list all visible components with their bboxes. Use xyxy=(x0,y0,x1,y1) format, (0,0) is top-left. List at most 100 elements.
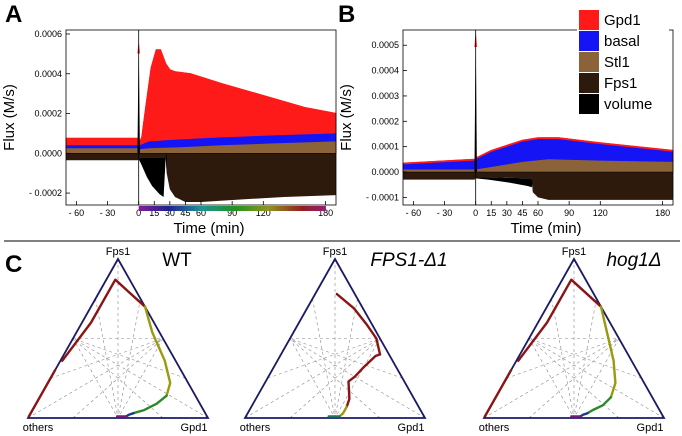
ternary-1-grid-line xyxy=(267,338,381,379)
legend-label-basal: basal xyxy=(604,33,640,50)
time-bar-segment xyxy=(201,206,205,211)
chart-b-x-tick-label: 180 xyxy=(655,208,670,218)
time-bar-segment xyxy=(157,206,161,211)
ternary-2-outline xyxy=(482,257,666,419)
time-bar-segment xyxy=(303,206,308,211)
chart-b-x-tick-label: 30 xyxy=(502,208,512,218)
ternary-1-median-line xyxy=(289,338,426,419)
chart-b-areas xyxy=(402,30,674,205)
ternary-0-vertex-label-top: Fps1 xyxy=(106,246,130,258)
chart-b-ticks: - 0.0001 0.0000 0.0001 0.0002 0.0003 0.0004 0.… xyxy=(366,40,670,218)
ternary-0-trajectory xyxy=(61,278,147,362)
ternary-2-grid-line xyxy=(506,338,620,379)
time-bar-segment xyxy=(225,206,230,211)
ternary-0-trajectory xyxy=(132,394,168,415)
ternary-2-trajectory xyxy=(599,305,617,399)
panel-letter-a: A xyxy=(5,1,22,28)
chart-b-x-tick-label: - 60 xyxy=(406,208,422,218)
ternary-2-median-line xyxy=(528,338,665,419)
chart-b-x-tick-label: 15 xyxy=(486,208,496,218)
time-bar-segment xyxy=(148,206,152,211)
chart-b-y-tick-label: 0.0005 xyxy=(371,40,399,50)
chart-a-x-tick-label: 90 xyxy=(227,208,237,218)
ternary-1-outline xyxy=(243,257,427,419)
ternary-0-outline xyxy=(26,257,210,419)
ternary-plot-hog1-delta: Fps1 others Gpd1 hog1Δ xyxy=(479,246,666,434)
chart-a-y-tick-label: 0.0000 xyxy=(34,148,62,158)
chart-b-y-tick-label: - 0.0001 xyxy=(366,192,399,202)
time-bar-segment xyxy=(138,206,143,211)
chart-b-x-tick-label: - 30 xyxy=(437,208,453,218)
ternary-2-trajectory xyxy=(517,278,603,362)
legend-label-stl1: Stl1 xyxy=(604,54,630,71)
chart-b-x-tick-label: 45 xyxy=(517,208,527,218)
time-bar-segment xyxy=(160,206,164,211)
ternary-2-grid-line xyxy=(528,338,620,419)
time-bar-segment xyxy=(172,206,177,211)
ternary-2-vertex-label-top: Fps1 xyxy=(562,246,586,258)
ternary-1-grid-line xyxy=(312,298,336,419)
time-bar-segment xyxy=(285,206,289,211)
ternary-1-trajectory xyxy=(338,405,348,418)
legend-swatch-gpd1 xyxy=(579,10,599,30)
time-bar-segment xyxy=(253,206,258,211)
time-bar-segment xyxy=(257,206,261,211)
panel-letter-b: B xyxy=(338,1,355,28)
ternary-1-trajectory xyxy=(345,353,382,409)
ternary-2-title: hog1Δ xyxy=(606,250,661,271)
legend-swatch-stl1 xyxy=(579,52,599,72)
ternary-1-vertex-label-left: others xyxy=(240,422,271,434)
ternary-2-vertex-label-left: others xyxy=(479,422,510,434)
ternary-1-vertex-label-top: Fps1 xyxy=(323,246,347,258)
time-bar-segment xyxy=(313,206,317,211)
time-bar-segment xyxy=(179,206,183,211)
ternary-0-trajectory xyxy=(143,305,172,397)
time-bar-segment xyxy=(300,206,305,211)
chart-b-area-stl1 xyxy=(403,159,673,172)
chart-a-area-stl1 xyxy=(66,141,336,154)
time-bar-segment xyxy=(291,206,295,211)
ternary-2-grid-line xyxy=(551,298,575,419)
time-bar-segment xyxy=(244,206,249,211)
ternary-2-trajectory xyxy=(483,369,513,418)
ternary-0-title: WT xyxy=(162,250,192,271)
chart-a-ticks: - 0.0002 0.0000 0.0002 0.0004 0.0006 - 60 - 30… xyxy=(29,29,333,218)
chart-a-x-tick-label: 180 xyxy=(318,208,333,218)
chart-b-y-tick-label: 0.0000 xyxy=(371,167,399,177)
chart-b-area-fps1 xyxy=(403,172,673,200)
ternary-0-grid-line xyxy=(50,338,164,379)
time-bar-segment xyxy=(266,206,270,211)
time-bar-segment xyxy=(278,206,283,211)
ternary-2-vertex-label-right: Gpd1 xyxy=(637,422,664,434)
time-bar-segment xyxy=(207,206,211,211)
chart-b-y-axis-label: Flux (M/s) xyxy=(338,84,355,151)
ternary-1-grid-line xyxy=(289,338,403,379)
chart-a-x-tick-label: - 30 xyxy=(100,208,116,218)
chart-b-area-volume xyxy=(475,177,533,193)
time-bar-segment xyxy=(250,206,255,211)
chart-a-gpd1-outline xyxy=(66,49,337,146)
time-bar-segment xyxy=(310,206,314,211)
chart-b: - 0.0001 0.0000 0.0001 0.0002 0.0003 0.0004 0.… xyxy=(338,29,674,237)
ternary-0-grid-line xyxy=(72,338,164,419)
ternary-0-grid-line xyxy=(117,298,141,419)
time-bar-segment xyxy=(288,206,292,211)
time-bar-segment xyxy=(232,206,236,211)
time-bar-segment xyxy=(241,206,245,211)
chart-a-x-tick-label: 60 xyxy=(196,208,206,218)
ternary-2-trajectory xyxy=(586,396,613,415)
chart-b-y-tick-label: 0.0004 xyxy=(371,66,399,76)
ternary-1-grid-line xyxy=(334,298,358,419)
time-bar-segment xyxy=(294,206,298,211)
time-bar-segment xyxy=(306,206,311,211)
ternary-0-median-line xyxy=(27,338,164,419)
time-bar-segment xyxy=(182,206,186,211)
time-bar-segment xyxy=(322,206,326,211)
chart-a: - 0.0002 0.0000 0.0002 0.0004 0.0006 - 60 - 30… xyxy=(1,29,337,237)
chart-a-color-time-bar xyxy=(138,206,326,211)
ternary-1-inner-triangle xyxy=(289,338,381,419)
chart-a-x-tick-label: 120 xyxy=(256,208,271,218)
ternary-0-trajectory xyxy=(27,369,57,418)
time-bar-segment xyxy=(269,206,273,211)
ternary-plot-fps1-delta1: Fps1 others Gpd1 FPS1-Δ1 xyxy=(240,246,448,434)
